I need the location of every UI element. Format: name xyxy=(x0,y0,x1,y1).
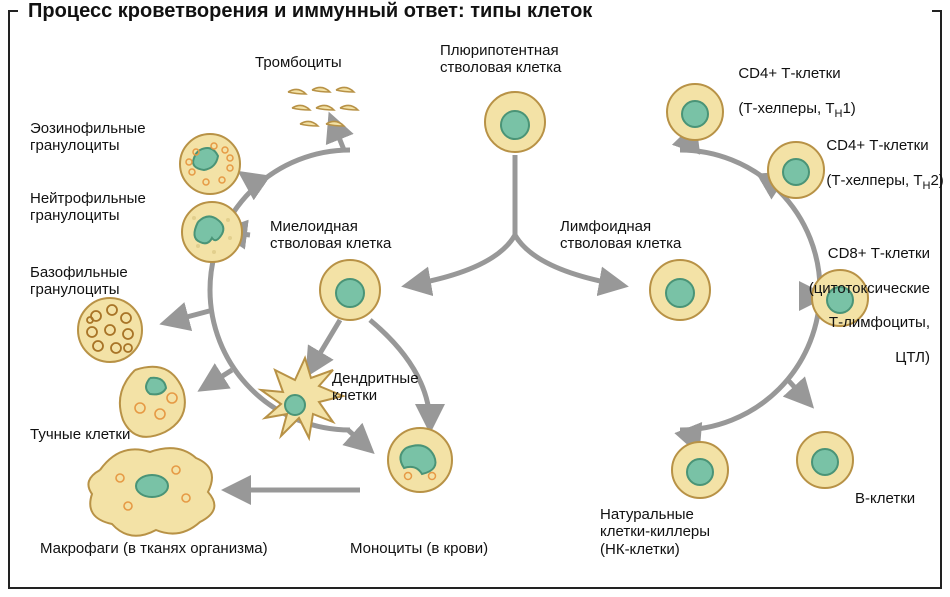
cell-pluripotent xyxy=(485,92,545,152)
cd4-th2-post: 2) xyxy=(930,172,943,189)
cell-myeloid-stem xyxy=(320,260,380,320)
cd4-th1-pre: (Т-хелперы, Т xyxy=(738,100,834,117)
label-mast: Тучные клетки xyxy=(30,426,130,443)
cell-eosinophil xyxy=(180,134,240,194)
label-bcells: В-клетки xyxy=(855,490,915,507)
cd4-th2-line1: CD4+ Т-клетки xyxy=(826,137,928,154)
cd8-a: CD8+ Т-клетки xyxy=(828,245,930,262)
cell-neutrophil xyxy=(182,202,242,262)
cd4-th1-line1: CD4+ Т-клетки xyxy=(738,65,840,82)
label-pluripotent: Плюрипотентная стволовая клетка xyxy=(440,42,561,77)
label-cd4-th1: CD4+ Т-клетки (Т-хелперы, ТН1) xyxy=(730,48,856,120)
label-lymphoid-stem: Лимфоидная стволовая клетка xyxy=(560,218,681,253)
cd8-c: Т-лимфоциты, xyxy=(829,314,930,331)
label-thrombocytes: Тромбоциты xyxy=(255,54,342,71)
cell-nk xyxy=(672,442,728,498)
cell-dendritic xyxy=(261,358,343,438)
cell-bcell xyxy=(797,432,853,488)
label-neutrophils: Нейтрофильные гранулоциты xyxy=(30,190,146,225)
cell-monocyte xyxy=(388,428,452,492)
cell-cd4-th1 xyxy=(667,84,723,140)
label-macrophages: Макрофаги (в тканях организма) xyxy=(40,540,268,557)
cell-cd4-th2 xyxy=(768,142,824,198)
cell-macrophage xyxy=(88,448,214,536)
label-cd8: CD8+ Т-клетки (цитотоксические Т-лимфоци… xyxy=(800,228,930,366)
cd8-d: ЦТЛ) xyxy=(895,349,930,366)
cd8-b: (цитотоксические xyxy=(809,280,930,297)
cd4-th2-pre: (Т-хелперы, Т xyxy=(826,172,922,189)
label-myeloid-stem: Миелоидная стволовая клетка xyxy=(270,218,391,253)
label-basophils: Базофильные гранулоциты xyxy=(30,264,128,299)
cell-thrombocytes xyxy=(288,87,358,126)
label-dendritic: Дендритные клетки xyxy=(332,370,419,405)
cell-lymphoid-stem xyxy=(650,260,710,320)
label-monocytes: Моноциты (в крови) xyxy=(350,540,488,557)
label-cd4-th2: CD4+ Т-клетки (Т-хелперы, ТН2) xyxy=(818,120,944,192)
cell-basophil xyxy=(78,298,142,362)
cd4-th1-post: 1) xyxy=(842,100,855,117)
label-eosinophils: Эозинофильные гранулоциты xyxy=(30,120,146,155)
label-nk: Натуральные клетки-киллеры (НК-клетки) xyxy=(600,506,710,558)
